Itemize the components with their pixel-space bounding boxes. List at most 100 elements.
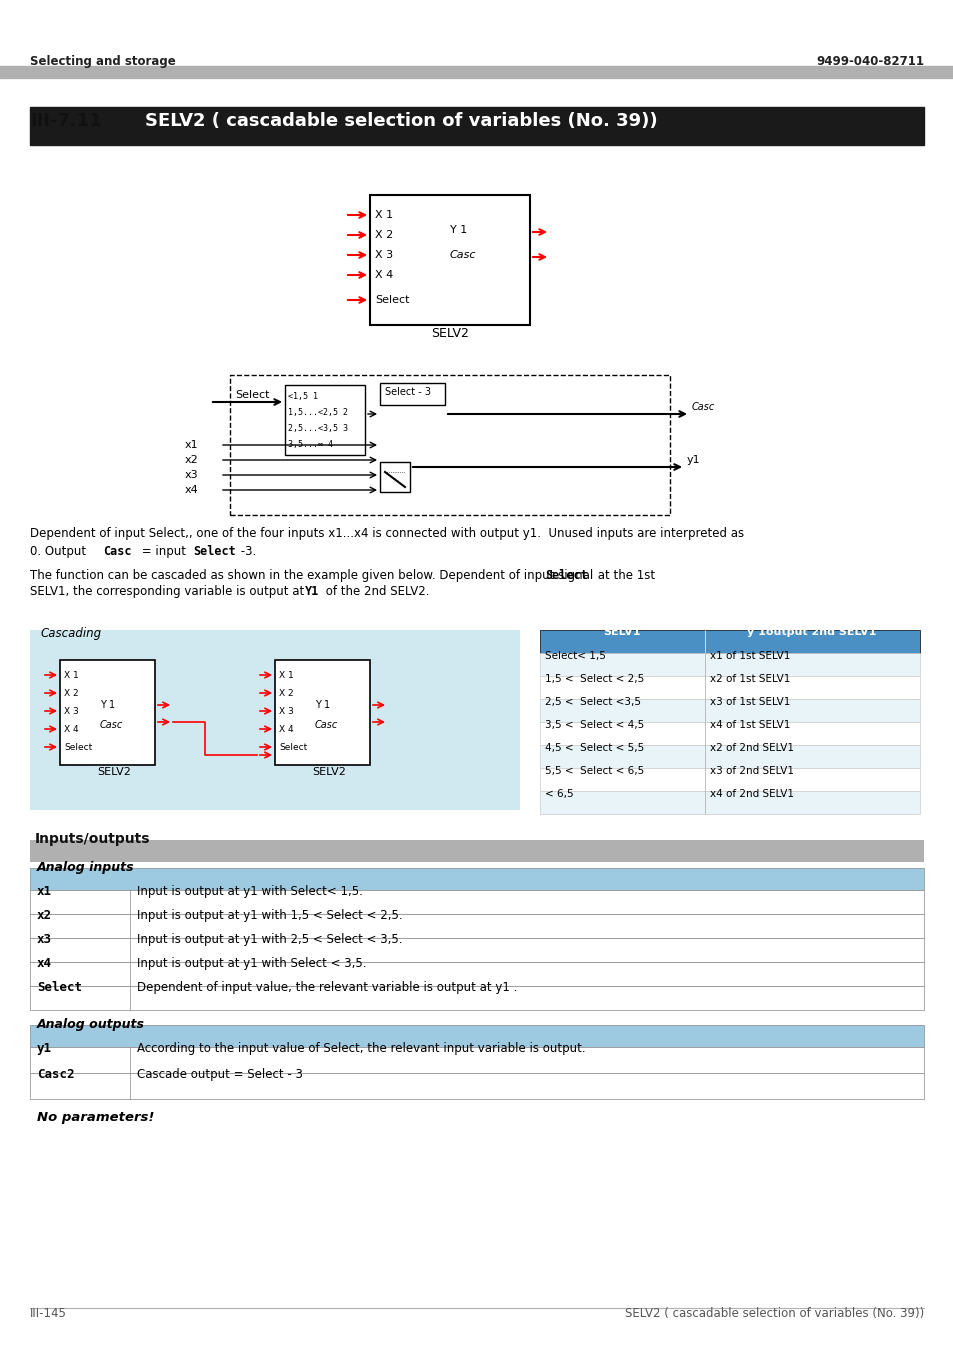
Text: 4,5 <  Select < 5,5: 4,5 < Select < 5,5 [544,743,643,753]
Bar [539,653,919,676]
Text: According to the input value of Select, the relevant input variable is output.: According to the input value of Select, … [137,1042,585,1054]
Text: The function can be cascaded as shown in the example given below. Dependent of i: The function can be cascaded as shown in… [30,568,597,582]
Text: Dependent of input value, the relevant variable is output at y1 .: Dependent of input value, the relevant v… [137,981,517,994]
Bar [539,722,919,745]
Text: Input is output at y1 with 2,5 < Select < 3,5.: Input is output at y1 with 2,5 < Select … [137,933,402,946]
Bar [30,1025,923,1048]
Bar [274,660,370,765]
Text: X 2: X 2 [375,230,393,240]
Bar [30,1073,923,1099]
Text: Select: Select [375,296,409,305]
Text: x1: x1 [37,886,52,898]
Text: x4 of 2nd SELV1: x4 of 2nd SELV1 [709,788,793,799]
Bar [30,963,923,986]
Bar [30,938,923,963]
Text: X 4: X 4 [375,270,393,279]
Text: SELV1, the corresponding variable is output at: SELV1, the corresponding variable is out… [30,585,308,598]
Bar [60,660,154,765]
Text: 2,5...<3,5 3: 2,5...<3,5 3 [288,424,348,433]
Text: x2: x2 [37,909,52,922]
Text: X 2: X 2 [64,688,78,698]
Text: X 3: X 3 [278,706,294,716]
Text: Casc: Casc [314,720,338,730]
Text: = input: = input [138,545,190,558]
Text: at the 1st: at the 1st [594,568,655,582]
Text: x4: x4 [185,485,198,495]
Text: X 3: X 3 [64,706,79,716]
Text: Input is output at y1 with Select< 1,5.: Input is output at y1 with Select< 1,5. [137,886,362,898]
Text: Select - 3: Select - 3 [385,387,431,397]
Text: Select: Select [37,981,82,994]
Text: X 2: X 2 [278,688,294,698]
Text: <1,5 1: <1,5 1 [288,393,317,401]
Text: Casc: Casc [100,720,123,730]
Bar [539,791,919,814]
Bar [30,890,923,914]
Bar [30,914,923,938]
Text: X 3: X 3 [375,250,393,261]
Text: x4: x4 [37,957,52,971]
Text: y1: y1 [37,1042,52,1054]
Text: Select: Select [544,568,587,582]
Text: Casc: Casc [691,402,715,412]
Bar [30,840,923,863]
Bar [379,383,444,405]
Bar [539,745,919,768]
Bar [30,986,923,1010]
Text: -3.: -3. [236,545,256,558]
Text: 0. Output: 0. Output [30,545,90,558]
Text: X 4: X 4 [64,725,78,733]
Text: Y 1: Y 1 [100,701,115,710]
Bar [30,868,923,890]
Text: Select: Select [193,545,235,558]
Text: Casc: Casc [450,250,476,261]
Text: Casc2: Casc2 [37,1068,74,1081]
Text: x3 of 2nd SELV1: x3 of 2nd SELV1 [709,765,793,776]
Text: y 1output 2nd SELV1: y 1output 2nd SELV1 [746,626,876,637]
Text: Input is output at y1 with Select < 3,5.: Input is output at y1 with Select < 3,5. [137,957,366,971]
Text: SELV2: SELV2 [431,327,469,340]
Text: Dependent of input Select,, one of the four inputs x1...x4 is connected with out: Dependent of input Select,, one of the f… [30,526,743,540]
Text: x3: x3 [37,933,52,946]
Bar [539,699,919,722]
Text: 1,5 <  Select < 2,5: 1,5 < Select < 2,5 [544,674,643,684]
Text: X 1: X 1 [64,671,79,679]
Text: III-7.11: III-7.11 [30,112,102,130]
Text: of the 2nd SELV2.: of the 2nd SELV2. [322,585,429,598]
Text: 3,5 <  Select < 4,5: 3,5 < Select < 4,5 [544,720,643,730]
Text: X 4: X 4 [278,725,294,733]
Text: Y1: Y1 [305,585,319,598]
Text: SELV2: SELV2 [97,767,131,778]
Text: III-145: III-145 [30,1307,67,1320]
Text: SELV2 ( cascadable selection of variables (No. 39)): SELV2 ( cascadable selection of variable… [145,112,657,130]
Text: Select< 1,5: Select< 1,5 [544,651,605,661]
Text: x1: x1 [185,440,198,450]
Bar [230,375,669,514]
Text: Y 1: Y 1 [450,225,467,235]
Text: SELV1: SELV1 [602,626,640,637]
Text: X 1: X 1 [278,671,294,679]
Text: Casc: Casc [103,545,132,558]
Text: Input is output at y1 with 1,5 < Select < 2,5.: Input is output at y1 with 1,5 < Select … [137,909,402,922]
Text: 1,5...<2,5 2: 1,5...<2,5 2 [288,409,348,417]
Text: 5,5 <  Select < 6,5: 5,5 < Select < 6,5 [544,765,643,776]
Text: Select: Select [64,743,92,752]
Bar [539,630,919,653]
Bar [539,676,919,699]
Text: Cascade output = Select - 3: Cascade output = Select - 3 [137,1068,302,1081]
Bar [285,385,365,455]
Text: SELV2 ( cascadable selection of variables (No. 39)): SELV2 ( cascadable selection of variable… [624,1307,923,1320]
Text: Analog outputs: Analog outputs [37,1018,145,1031]
Text: Y 1: Y 1 [314,701,330,710]
Text: x2 of 2nd SELV1: x2 of 2nd SELV1 [709,743,793,753]
Text: Selecting and storage: Selecting and storage [30,55,175,68]
Bar [539,768,919,791]
Text: x4 of 1st SELV1: x4 of 1st SELV1 [709,720,789,730]
Text: Inputs/outputs: Inputs/outputs [35,832,151,846]
Bar [30,1048,923,1073]
Text: 3,5...∞ 4: 3,5...∞ 4 [288,440,333,450]
Text: y1: y1 [686,455,700,464]
Text: SELV2: SELV2 [312,767,346,778]
Text: x1 of 1st SELV1: x1 of 1st SELV1 [709,651,789,661]
Bar [379,462,410,491]
